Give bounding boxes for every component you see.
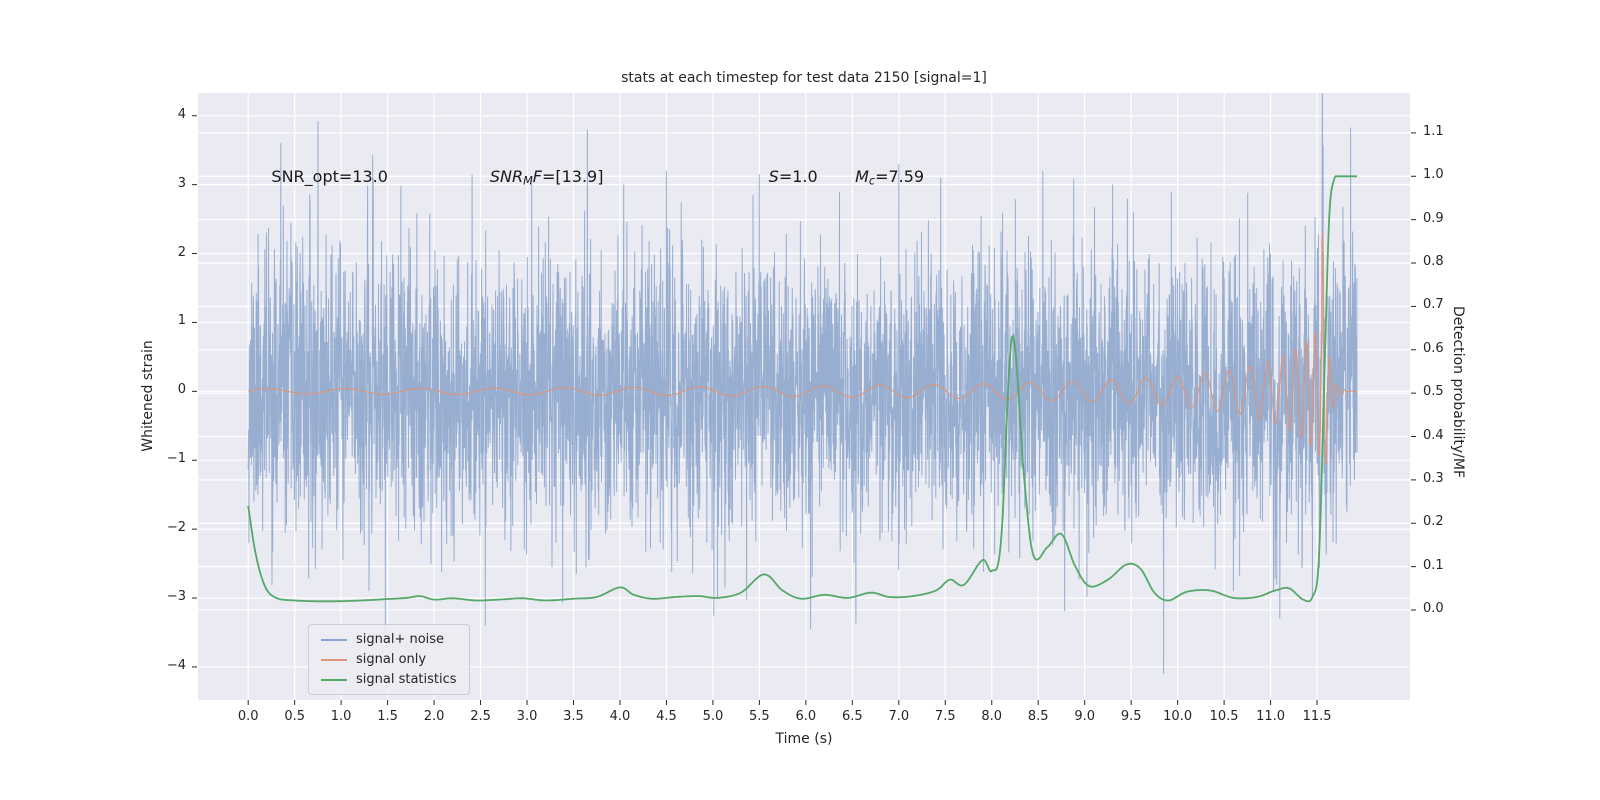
y-tick-label-right: 0.2 xyxy=(1423,514,1444,530)
y-tick-label-right: 0.8 xyxy=(1423,254,1444,270)
y-tick-label-left: 2 xyxy=(177,244,186,260)
legend-label: signal only xyxy=(356,652,427,667)
legend-item: signal only xyxy=(321,652,457,667)
chart-title: stats at each timestep for test data 215… xyxy=(621,70,987,86)
x-tick-label: 0.0 xyxy=(237,709,259,724)
y-tick-label-right: 0.6 xyxy=(1423,340,1444,356)
y-axis-label-right: Detection probability/MF xyxy=(1450,305,1466,479)
x-tick-label: 7.0 xyxy=(888,709,910,724)
x-tick-label: 8.0 xyxy=(981,709,1003,724)
y-tick-label-right: 1.1 xyxy=(1423,123,1444,139)
x-tick-label: 5.0 xyxy=(702,709,724,724)
legend-item: signal statistics xyxy=(321,672,457,687)
x-tick-label: 4.0 xyxy=(609,709,631,724)
x-tick-label: 10.5 xyxy=(1209,709,1239,724)
x-tick-label: 6.0 xyxy=(795,709,817,724)
legend: signal+ noise signal only signal statistic… xyxy=(308,624,470,695)
y-tick-label-left: −3 xyxy=(166,589,186,605)
x-tick-label: 7.5 xyxy=(934,709,956,724)
legend-line-swatch xyxy=(321,658,347,661)
series-signal-only xyxy=(247,232,1357,465)
y-tick-label-right: 0.1 xyxy=(1423,557,1444,573)
annotation-segment: M xyxy=(523,174,533,188)
x-tick-label: 9.5 xyxy=(1120,709,1142,724)
legend-line-swatch xyxy=(321,638,347,641)
x-tick-label: 0.5 xyxy=(284,709,305,724)
y-tick-label-right: 0.4 xyxy=(1423,427,1444,443)
annotation-segment: =7.59 xyxy=(875,166,925,186)
x-tick-label: 2.5 xyxy=(470,709,491,724)
y-tick-label-right: 0.0 xyxy=(1423,601,1444,616)
annotation-segment: SNR xyxy=(489,166,524,186)
y-tick-label-left: −4 xyxy=(166,657,186,673)
y-tick-label-right: 0.9 xyxy=(1423,210,1444,226)
y-tick-label-left: 3 xyxy=(177,175,186,191)
y-tick-label-right: 1.0 xyxy=(1423,167,1444,183)
annotation-3: Mc=7.59 xyxy=(855,167,924,187)
legend-item: signal+ noise xyxy=(321,632,457,647)
x-tick-label: 11.5 xyxy=(1302,709,1332,724)
x-tick-label: 3.0 xyxy=(516,709,538,724)
series-signal-plus-noise xyxy=(247,93,1358,674)
annotation-segment: c xyxy=(868,174,876,188)
x-tick-label: 1.5 xyxy=(377,709,398,724)
y-tick-label-left: 4 xyxy=(177,106,186,122)
x-tick-label: 10.0 xyxy=(1163,709,1193,724)
y-tick-label-left: 0 xyxy=(177,382,186,398)
y-tick-label-left: 1 xyxy=(177,313,186,329)
annotation-2: S=1.0 xyxy=(769,167,818,186)
x-tick-label: 2.0 xyxy=(423,709,445,724)
annotation-0: SNR_opt=13.0 xyxy=(271,167,388,186)
legend-label: signal statistics xyxy=(356,672,457,687)
x-tick-label: 3.5 xyxy=(563,709,584,724)
series-signal-statistics xyxy=(247,175,1357,603)
annotation-1: SNRMF=[13.9] xyxy=(490,167,604,187)
y-tick-label-right: 0.5 xyxy=(1423,384,1444,400)
legend-line-swatch xyxy=(321,678,347,681)
y-tick-label-left: −1 xyxy=(166,451,186,467)
x-tick-label: 8.5 xyxy=(1027,709,1049,724)
y-tick-label-left: −2 xyxy=(166,520,186,536)
annotation-segment: F xyxy=(532,166,542,186)
annotation-segment: SNR_opt=13.0 xyxy=(271,166,388,186)
x-tick-label: 5.5 xyxy=(749,709,770,724)
tick-marks xyxy=(192,115,1416,705)
x-tick-label: 11.0 xyxy=(1256,709,1286,724)
x-tick-label: 9.0 xyxy=(1074,709,1096,724)
legend-label: signal+ noise xyxy=(356,632,445,647)
x-axis-label: Time (s) xyxy=(775,731,833,747)
annotation-segment: S xyxy=(768,166,779,186)
y-tick-label-right: 0.7 xyxy=(1423,297,1444,313)
annotation-segment: =[13.9] xyxy=(541,166,604,186)
y-tick-label-right: 0.3 xyxy=(1423,470,1444,486)
x-tick-label: 6.5 xyxy=(841,709,863,724)
annotation-segment: M xyxy=(855,166,869,186)
x-tick-label: 1.0 xyxy=(330,709,352,724)
annotation-segment: =1.0 xyxy=(778,166,818,186)
x-tick-label: 4.5 xyxy=(656,709,677,724)
